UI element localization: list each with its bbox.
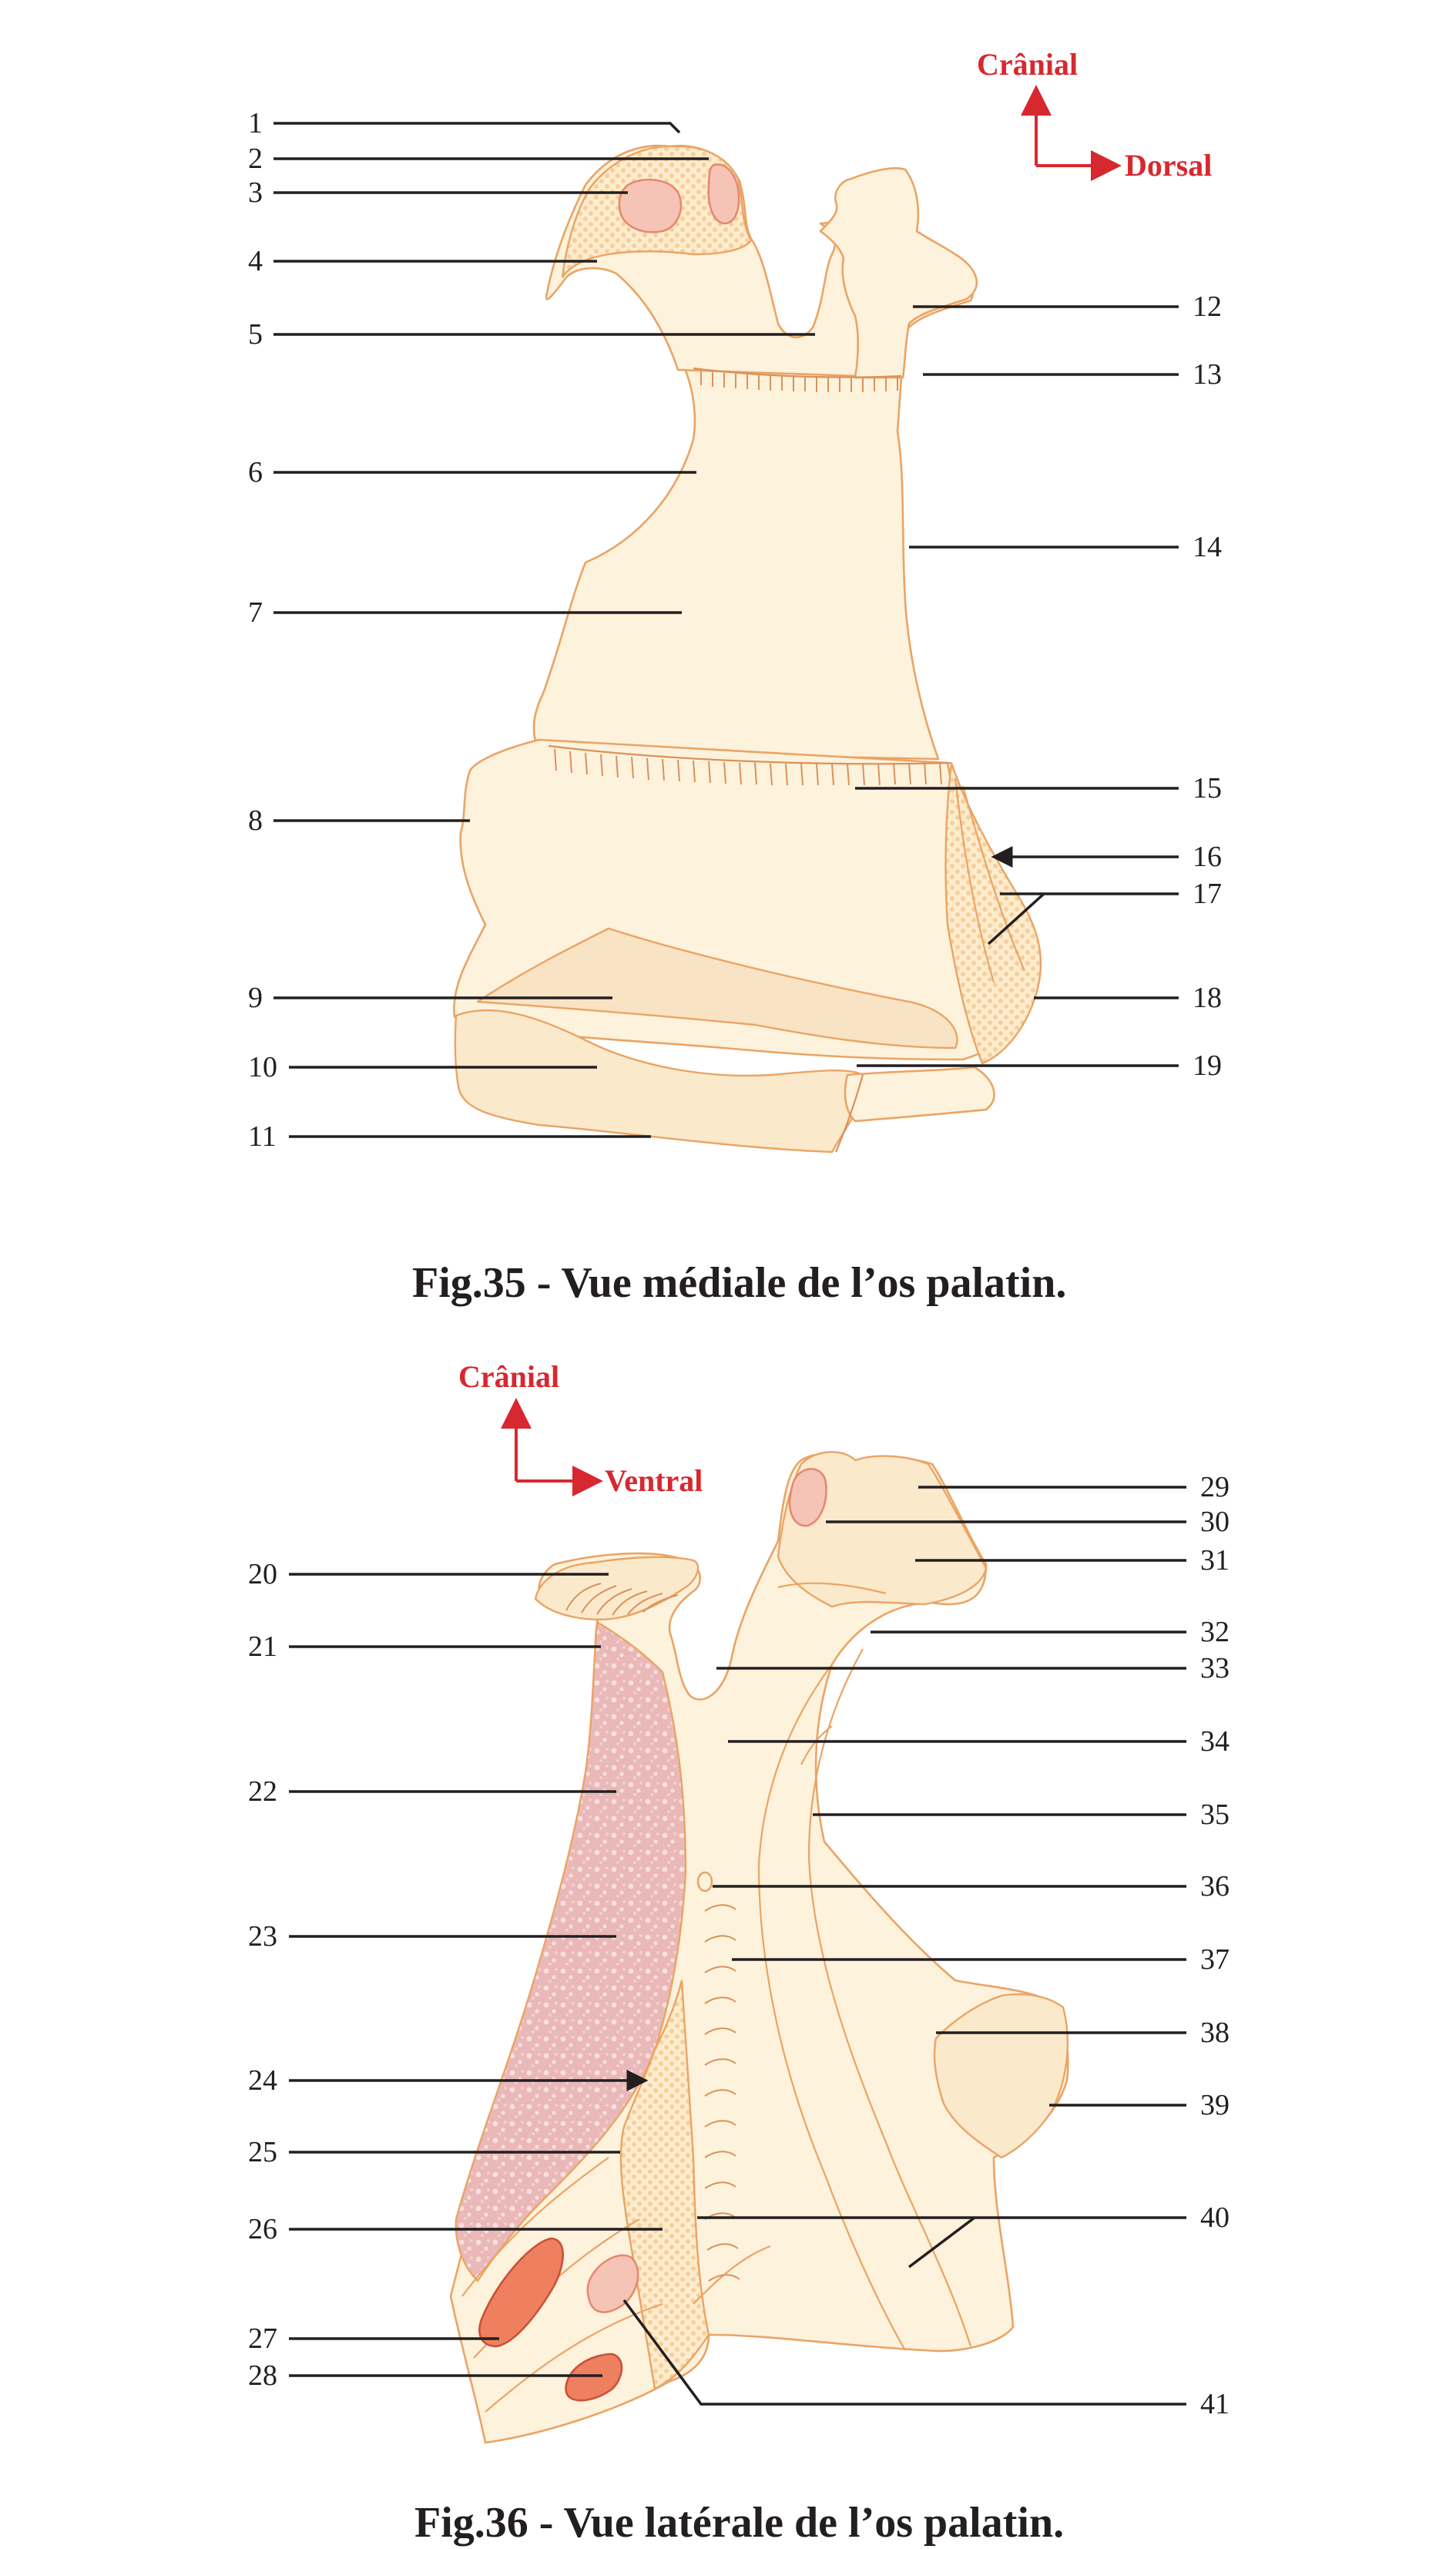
label-10: 10 (248, 1051, 277, 1083)
label-24: 24 (248, 2064, 277, 2097)
label-28: 28 (248, 2359, 277, 2392)
spongy-maxillary-surface (455, 1620, 687, 2282)
label-15: 15 (1193, 772, 1222, 804)
label-8: 8 (248, 804, 263, 837)
label-32: 32 (1200, 1616, 1230, 1648)
pyramidal-process-block (933, 1993, 1069, 2159)
label-23: 23 (248, 1920, 277, 1953)
label-4: 4 (248, 245, 263, 277)
orientation-arrows-fig35: Crânial Dorsal (977, 47, 1212, 183)
leader-lines-fig36 (289, 1486, 1186, 2406)
palatine-edge (844, 1066, 995, 1123)
orientation-cranial-label: Crânial (977, 47, 1078, 82)
palatine-groove-opening (565, 2353, 623, 2402)
label-33: 33 (1200, 1652, 1230, 1684)
label-18: 18 (1193, 982, 1222, 1014)
figure-36: Crânial Ventral (248, 1359, 1230, 2547)
label-37: 37 (1200, 1943, 1230, 1976)
perpendicular-lamina (532, 361, 940, 761)
orientation-arrows-fig36: Crânial Ventral (458, 1359, 703, 1498)
label-3: 3 (248, 176, 263, 209)
lesser-palatine-foramen (586, 2254, 639, 2313)
sphenopalatine-foramen (696, 1871, 713, 1892)
label-21: 21 (248, 1630, 277, 1663)
labels-fig36: 20 21 22 23 24 25 26 27 28 29 30 31 32 3… (248, 1471, 1230, 2420)
lamina-ridge-marks (704, 1904, 740, 2282)
label-11: 11 (248, 1120, 277, 1153)
label-31: 31 (1200, 1544, 1230, 1577)
figure-36-caption: Fig.36 - Vue latérale de l’os palatin. (414, 2499, 1064, 2547)
label-14: 14 (1193, 531, 1222, 563)
label-13: 13 (1193, 358, 1222, 391)
figure-35-caption: Fig.35 - Vue médiale de l’os palatin. (412, 1259, 1066, 1307)
label-22: 22 (248, 1775, 277, 1808)
medial-view-bone-drawing (453, 144, 1042, 1154)
label-29: 29 (1200, 1471, 1230, 1503)
labels-fig35: 1 2 3 4 5 6 7 8 9 10 11 12 13 14 15 16 1… (248, 107, 1222, 1153)
label-2: 2 (248, 143, 263, 175)
label-30: 30 (1200, 1506, 1230, 1538)
label-5: 5 (248, 318, 263, 351)
label-26: 26 (248, 2213, 277, 2245)
label-7: 7 (248, 596, 263, 629)
label-39: 39 (1200, 2089, 1230, 2121)
sphenopalatine-notch-sinus (618, 178, 683, 233)
label-36: 36 (1200, 1870, 1230, 1903)
figure-35: Crânial Dorsal (248, 47, 1222, 1307)
greater-palatine-canal-opening (478, 2237, 564, 2348)
label-35: 35 (1200, 1798, 1230, 1831)
orientation-ventral-label: Ventral (605, 1463, 703, 1498)
label-20: 20 (248, 1558, 277, 1590)
label-16: 16 (1193, 841, 1222, 873)
cap-ridges (565, 1583, 679, 1616)
middle-suture-teeth (554, 748, 942, 786)
label-6: 6 (248, 456, 263, 489)
orientation-cranial-label-2: Crânial (458, 1359, 559, 1394)
label-38: 38 (1200, 2017, 1230, 2049)
ventral-sphenoidal-cap (534, 1556, 699, 1620)
upper-suture-teeth (700, 371, 898, 392)
leader-lines-fig35 (273, 122, 1179, 1138)
label-41: 41 (1200, 2388, 1230, 2420)
lateral-view-bone-drawing (449, 1451, 1069, 2444)
orientation-dorsal-label: Dorsal (1125, 148, 1212, 183)
label-9: 9 (248, 982, 263, 1014)
label-27: 27 (248, 2322, 277, 2355)
pterygoid-crest (944, 762, 1042, 1065)
label-17: 17 (1193, 878, 1222, 910)
label-34: 34 (1200, 1725, 1230, 1758)
orbital-sinus-lateral (788, 1468, 827, 1527)
label-19: 19 (1193, 1049, 1222, 1082)
orbital-sinus-opening (707, 163, 740, 225)
orbital-process-lateral (777, 1451, 988, 1608)
label-40: 40 (1200, 2201, 1230, 2234)
label-1: 1 (248, 107, 263, 139)
nasal-surface-horizontal-plate (476, 927, 958, 1049)
label-12: 12 (1193, 290, 1222, 323)
label-25: 25 (248, 2136, 277, 2168)
sphenoidal-process (819, 167, 978, 379)
